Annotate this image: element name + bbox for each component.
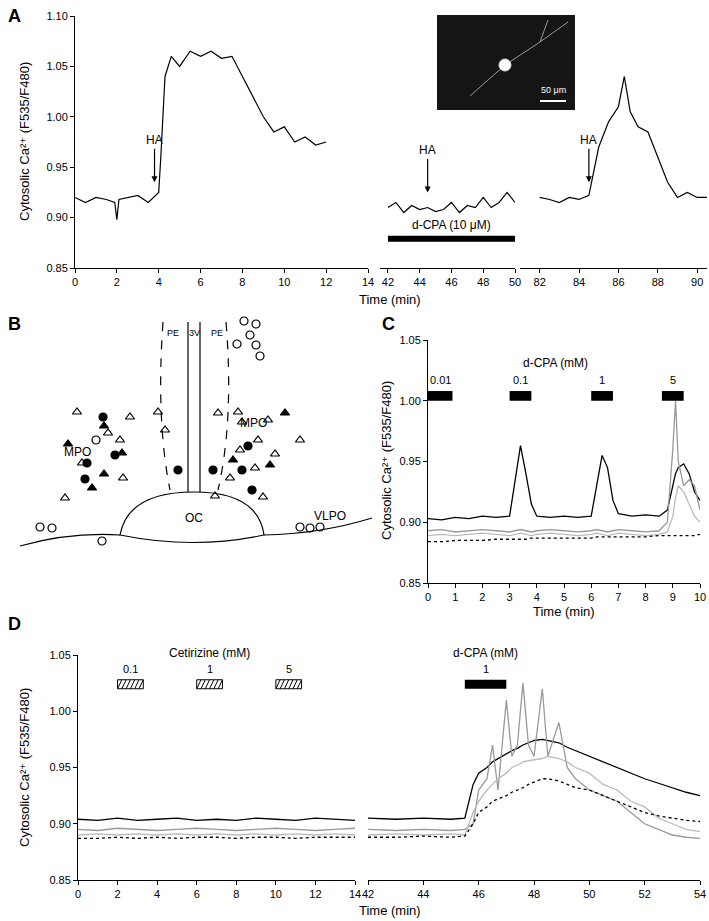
svg-text:B: B <box>8 314 21 334</box>
svg-text:1.05: 1.05 <box>46 60 67 72</box>
svg-text:0.85: 0.85 <box>46 262 67 274</box>
svg-text:A: A <box>8 6 21 26</box>
svg-text:OC: OC <box>185 511 203 525</box>
svg-text:0.85: 0.85 <box>399 577 420 589</box>
svg-text:PE: PE <box>167 328 179 338</box>
svg-text:5: 5 <box>561 591 567 603</box>
svg-text:0.90: 0.90 <box>46 211 67 223</box>
svg-text:HA: HA <box>146 133 163 147</box>
svg-text:44: 44 <box>414 276 426 288</box>
svg-text:46: 46 <box>473 888 485 900</box>
svg-text:Time (min): Time (min) <box>533 604 595 619</box>
svg-text:46: 46 <box>445 276 457 288</box>
svg-text:90: 90 <box>691 276 703 288</box>
svg-text:0: 0 <box>72 276 78 288</box>
svg-text:7: 7 <box>615 591 621 603</box>
svg-text:4: 4 <box>156 276 162 288</box>
svg-text:Time (min): Time (min) <box>359 292 421 307</box>
svg-text:1.00: 1.00 <box>46 111 67 123</box>
svg-text:2: 2 <box>479 591 485 603</box>
svg-text:52: 52 <box>639 888 651 900</box>
svg-text:14: 14 <box>349 888 361 900</box>
svg-text:0.85: 0.85 <box>49 874 70 886</box>
svg-text:0.90: 0.90 <box>49 818 70 830</box>
svg-text:Cytosolic Ca²⁺ (F535/F480): Cytosolic Ca²⁺ (F535/F480) <box>17 62 32 221</box>
svg-text:0.1: 0.1 <box>123 663 138 675</box>
svg-text:50: 50 <box>509 276 521 288</box>
svg-text:86: 86 <box>612 276 624 288</box>
svg-text:8: 8 <box>233 888 239 900</box>
svg-text:1: 1 <box>452 591 458 603</box>
svg-text:MPO: MPO <box>240 416 267 430</box>
svg-text:12: 12 <box>320 276 332 288</box>
svg-text:1.00: 1.00 <box>49 705 70 717</box>
svg-text:12: 12 <box>309 888 321 900</box>
svg-text:1.05: 1.05 <box>49 649 70 661</box>
svg-text:VLPO: VLPO <box>314 509 346 523</box>
svg-text:9: 9 <box>670 591 676 603</box>
svg-text:0.95: 0.95 <box>49 761 70 773</box>
svg-text:HA: HA <box>580 133 597 147</box>
svg-text:42: 42 <box>382 276 394 288</box>
svg-text:PE: PE <box>211 328 223 338</box>
svg-text:0.1: 0.1 <box>513 374 528 386</box>
svg-text:0.90: 0.90 <box>399 516 420 528</box>
svg-text:48: 48 <box>528 888 540 900</box>
svg-text:8: 8 <box>643 591 649 603</box>
svg-text:5: 5 <box>670 374 676 386</box>
svg-text:44: 44 <box>417 888 429 900</box>
svg-text:10: 10 <box>270 888 282 900</box>
svg-text:2: 2 <box>115 888 121 900</box>
svg-text:6: 6 <box>194 888 200 900</box>
svg-text:4: 4 <box>154 888 160 900</box>
svg-text:5: 5 <box>286 663 292 675</box>
svg-text:1: 1 <box>599 374 605 386</box>
svg-text:Cetirizine (mM): Cetirizine (mM) <box>169 646 250 660</box>
svg-text:84: 84 <box>573 276 585 288</box>
svg-text:54: 54 <box>694 888 706 900</box>
svg-text:HA: HA <box>419 143 436 157</box>
svg-text:82: 82 <box>534 276 546 288</box>
svg-text:8: 8 <box>239 276 245 288</box>
svg-text:0.01: 0.01 <box>430 374 451 386</box>
svg-text:1: 1 <box>207 663 213 675</box>
svg-text:50 μm: 50 μm <box>541 85 566 95</box>
svg-text:0.95: 0.95 <box>399 455 420 467</box>
svg-text:C: C <box>382 314 395 334</box>
svg-text:10: 10 <box>694 591 706 603</box>
svg-text:3: 3 <box>507 591 513 603</box>
svg-text:Cytosolic Ca²⁺ (F535/F480): Cytosolic Ca²⁺ (F535/F480) <box>17 688 32 847</box>
svg-text:Cytosolic Ca²⁺ (F535/F480): Cytosolic Ca²⁺ (F535/F480) <box>379 381 394 540</box>
svg-text:0: 0 <box>75 888 81 900</box>
svg-text:D: D <box>8 614 21 634</box>
svg-text:48: 48 <box>477 276 489 288</box>
svg-text:10: 10 <box>278 276 290 288</box>
svg-text:1.00: 1.00 <box>399 395 420 407</box>
svg-text:3V: 3V <box>189 328 200 338</box>
svg-text:42: 42 <box>362 888 374 900</box>
svg-text:0.95: 0.95 <box>46 161 67 173</box>
svg-text:88: 88 <box>652 276 664 288</box>
svg-text:14: 14 <box>362 276 374 288</box>
svg-text:d-CPA (mM): d-CPA (mM) <box>453 646 518 660</box>
svg-text:Time (min): Time (min) <box>359 903 421 918</box>
svg-text:2: 2 <box>114 276 120 288</box>
svg-text:1: 1 <box>483 663 489 675</box>
svg-text:4: 4 <box>534 591 540 603</box>
svg-text:MPO: MPO <box>64 445 91 459</box>
svg-text:1.10: 1.10 <box>46 10 67 22</box>
svg-text:d-CPA (10 μM): d-CPA (10 μM) <box>412 218 491 232</box>
svg-text:0: 0 <box>425 591 431 603</box>
svg-text:6: 6 <box>588 591 594 603</box>
svg-text:6: 6 <box>198 276 204 288</box>
svg-text:50: 50 <box>583 888 595 900</box>
svg-text:1.05: 1.05 <box>399 334 420 346</box>
svg-text:d-CPA (mM): d-CPA (mM) <box>523 356 588 370</box>
